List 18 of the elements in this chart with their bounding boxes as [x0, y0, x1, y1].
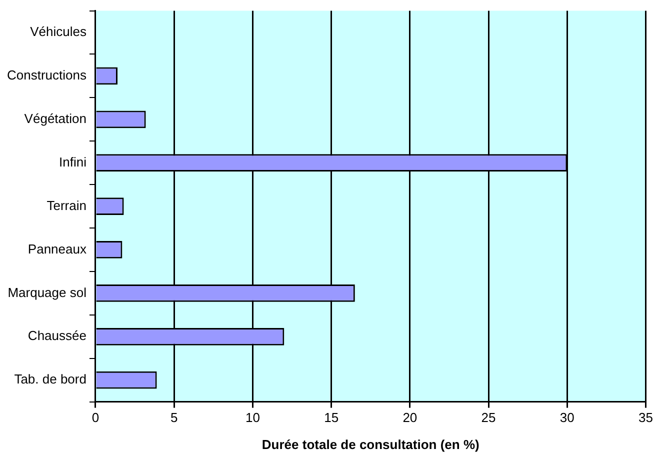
- x-tick-label: 10: [245, 410, 260, 426]
- y-tick-label: Panneaux: [28, 241, 87, 256]
- x-tick-label: 5: [170, 410, 178, 426]
- x-axis-title: Durée totale de consultation (en %): [262, 436, 480, 452]
- y-tick-label: Tab. de bord: [14, 372, 86, 387]
- x-tick-label: 0: [92, 410, 100, 426]
- y-tick-label: Chaussée: [28, 328, 86, 344]
- x-tick-label: 35: [638, 410, 654, 426]
- y-tick-label: Végétation: [24, 110, 86, 126]
- y-tick-label: Terrain: [46, 198, 86, 213]
- x-tick-label: 15: [324, 410, 339, 426]
- x-tick-label: 20: [402, 410, 418, 426]
- y-tick-label: Constructions: [6, 68, 87, 83]
- x-tick-label: 25: [481, 410, 496, 426]
- y-tick-label: Infini: [59, 154, 87, 170]
- y-tick-label: Véhicules: [30, 24, 87, 40]
- x-tick-label: 30: [560, 410, 574, 426]
- y-tick-label: Marquage sol: [8, 284, 87, 300]
